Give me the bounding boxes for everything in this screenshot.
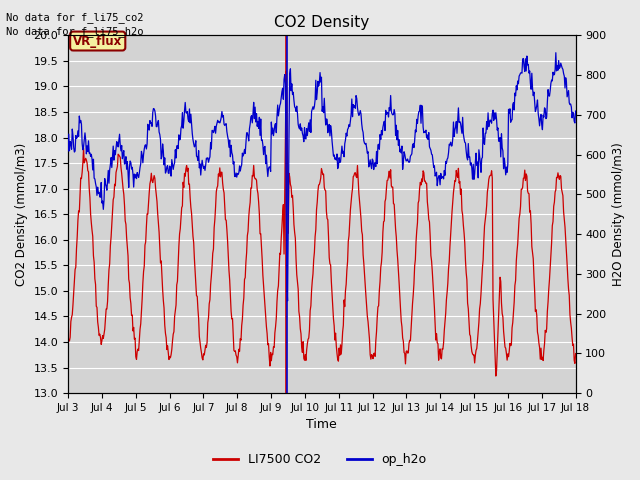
Title: CO2 Density: CO2 Density [274, 15, 369, 30]
Text: No data for f_li75_h2o: No data for f_li75_h2o [6, 26, 144, 37]
Text: VR_flux: VR_flux [73, 35, 122, 48]
Y-axis label: H2O Density (mmol/m3): H2O Density (mmol/m3) [612, 143, 625, 286]
Text: No data for f_li75_co2: No data for f_li75_co2 [6, 12, 144, 23]
X-axis label: Time: Time [307, 419, 337, 432]
Legend: LI7500 CO2, op_h2o: LI7500 CO2, op_h2o [209, 448, 431, 471]
Y-axis label: CO2 Density (mmol/m3): CO2 Density (mmol/m3) [15, 143, 28, 286]
